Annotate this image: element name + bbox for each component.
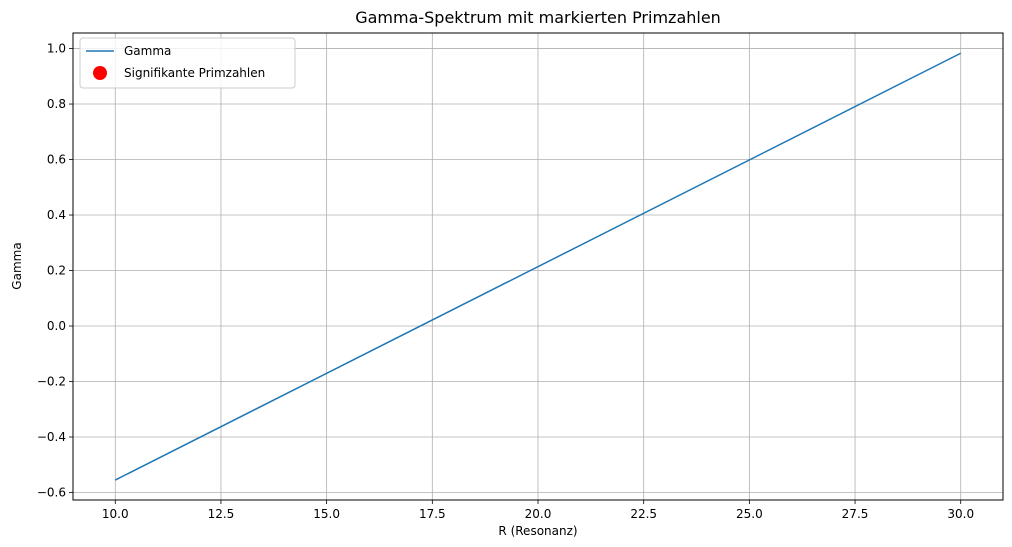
- x-axis: 10.0 12.5 15.0 17.5 20.0 22.5 25.0 27.5 30.0: [102, 500, 974, 521]
- y-axis-label: Gamma: [10, 242, 24, 289]
- x-axis-label: R (Resonanz): [498, 524, 577, 538]
- legend-primes-label: Signifikante Primzahlen: [124, 66, 265, 80]
- y-axis: −0.6 −0.4 −0.2 0.0 0.2 0.4 0.6 0.8 1.0: [37, 42, 73, 500]
- series-gamma-line: [114, 52, 962, 481]
- legend-box: [79, 37, 296, 89]
- y-tick-label: 0.6: [47, 153, 66, 167]
- chart-title: Gamma-Spektrum mit markierten Primzahlen: [355, 8, 721, 27]
- legend-primes-swatch: [93, 66, 107, 80]
- legend: Gamma Signifikante Primzahlen: [79, 37, 296, 89]
- y-tick-label: −0.2: [37, 375, 66, 389]
- x-tick-label: 20.0: [525, 507, 552, 521]
- y-tick-label: 0.4: [47, 208, 66, 222]
- x-tick-label: 10.0: [102, 507, 129, 521]
- legend-gamma-label: Gamma: [124, 44, 171, 58]
- y-tick-label: −0.4: [37, 430, 66, 444]
- x-tick-label: 27.5: [842, 507, 869, 521]
- y-tick-label: 1.0: [47, 42, 66, 56]
- x-tick-label: 15.0: [313, 507, 340, 521]
- y-tick-label: 0.8: [47, 97, 66, 111]
- x-tick-label: 12.5: [208, 507, 235, 521]
- x-tick-label: 22.5: [630, 507, 657, 521]
- grid: [73, 33, 1003, 500]
- x-tick-label: 25.0: [736, 507, 763, 521]
- y-tick-label: 0.0: [47, 319, 66, 333]
- y-tick-label: −0.6: [37, 486, 66, 500]
- y-tick-label: 0.2: [47, 264, 66, 278]
- x-tick-label: 17.5: [419, 507, 446, 521]
- x-tick-label: 30.0: [947, 507, 974, 521]
- plot-area: [114, 52, 962, 481]
